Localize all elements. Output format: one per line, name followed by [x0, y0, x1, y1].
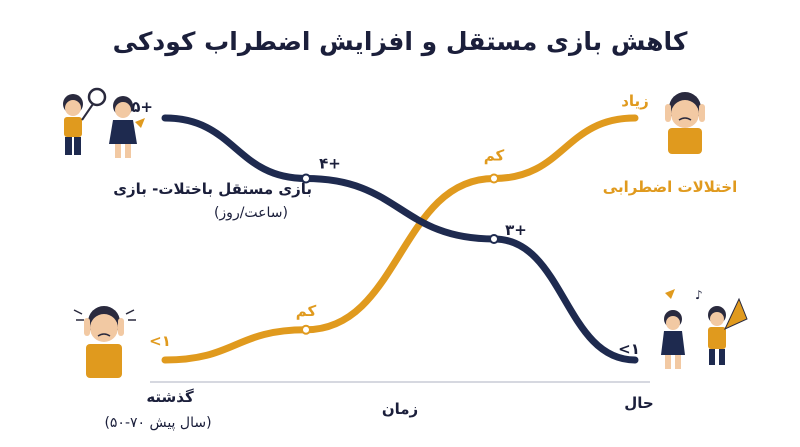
- x-tick-label-past: گذشته: [146, 388, 194, 406]
- x-tick-label-past-years: (۵۰-۷۰ سال پیش): [104, 415, 211, 431]
- series-label-independent-play: بازی مستقل باختلات- بازی: [113, 180, 312, 198]
- data-label: <۱: [618, 340, 640, 358]
- data-label: ۵+: [131, 98, 153, 116]
- x-tick-label-now: حال: [624, 394, 653, 412]
- kids-playing-icon: [63, 87, 145, 158]
- data-label: ۳+: [505, 221, 527, 239]
- series-label-anxiety: اختلالات اضطرابی: [603, 178, 737, 196]
- chart-title: کاهش بازی مستقل و افزایش اضطراب کودکی: [113, 27, 688, 57]
- data-label: ۴+: [319, 155, 341, 173]
- series-line-anxiety: [161, 114, 639, 364]
- data-label: کم: [484, 147, 505, 165]
- data-label: <۱: [149, 332, 171, 350]
- svg-text:♪: ♪: [695, 288, 703, 302]
- kids-playing-kite-icon: ♪: [661, 288, 748, 369]
- data-point: [301, 324, 311, 335]
- data-point: [489, 173, 499, 184]
- series-line-independent-play: [161, 114, 639, 364]
- data-label: کم: [296, 302, 317, 320]
- worried-child-icon: [73, 306, 136, 378]
- data-point: [301, 173, 311, 184]
- data-point: [489, 234, 499, 244]
- series-unit-label: (ساعت/روز): [214, 205, 288, 221]
- data-label: زیاد: [621, 92, 649, 110]
- x-axis-label: زمان: [382, 400, 418, 418]
- anxious-child-icon: [665, 92, 705, 154]
